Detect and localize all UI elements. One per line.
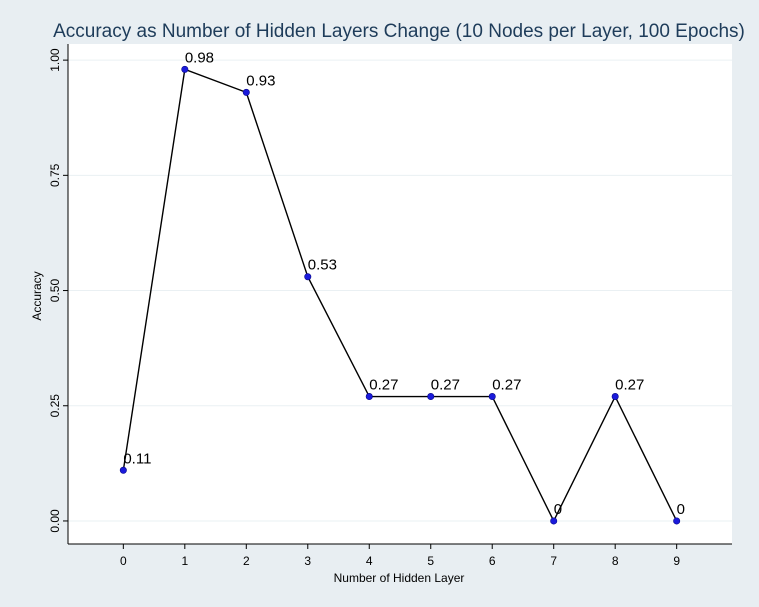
data-label: 0.27 — [431, 377, 460, 394]
data-labels: 0.11 0.98 0.93 0.53 0.27 0.27 0.27 0 0.27 0 — [123, 49, 685, 518]
data-point — [550, 517, 558, 525]
x-tick-label: 5 — [427, 554, 434, 568]
x-tick-label: 6 — [489, 554, 496, 568]
x-tick-label: 0 — [120, 554, 127, 568]
data-point — [365, 393, 373, 401]
y-tick-label: 0.50 — [48, 279, 62, 303]
data-point — [242, 88, 250, 96]
x-axis-title: Number of Hidden Layer — [334, 571, 465, 585]
x-tick-label: 8 — [612, 554, 619, 568]
chart-title: Accuracy as Number of Hidden Layers Chan… — [53, 21, 745, 42]
grid-lines — [68, 59, 732, 522]
data-label: 0.93 — [246, 72, 275, 89]
data-label: 0.27 — [615, 377, 644, 394]
x-tick-label: 1 — [181, 554, 188, 568]
x-tick-label: 9 — [673, 554, 680, 568]
data-label: 0.27 — [369, 377, 398, 394]
y-axis-title: Accuracy — [30, 271, 44, 320]
series-line-layer — [122, 68, 678, 523]
data-label: 0.27 — [492, 377, 521, 394]
data-label: 0 — [677, 501, 685, 518]
axes: 0.00 0.25 0.50 0.75 1.00 0 1 2 3 4 5 6 7 8 9 — [48, 44, 732, 568]
data-point — [488, 393, 496, 401]
data-label: 0.11 — [123, 450, 151, 467]
data-label: 0.98 — [185, 49, 214, 66]
series-line — [122, 68, 678, 523]
data-point — [427, 393, 435, 401]
data-point — [611, 393, 619, 401]
data-point — [673, 517, 681, 525]
data-label: 0 — [554, 501, 562, 518]
x-tick-label: 2 — [243, 554, 250, 568]
plot-area — [68, 44, 732, 544]
y-tick-label: 0.00 — [48, 509, 62, 533]
data-points — [119, 65, 681, 525]
x-tick-label: 4 — [366, 554, 373, 568]
y-tick-label: 1.00 — [48, 48, 62, 72]
y-tick-label: 0.75 — [48, 163, 62, 187]
data-point — [181, 65, 189, 73]
data-point — [119, 466, 127, 474]
x-tick-label: 7 — [550, 554, 557, 568]
data-label: 0.53 — [308, 257, 337, 274]
data-point — [304, 273, 312, 281]
y-tick-label: 0.25 — [48, 394, 62, 418]
x-tick-label: 3 — [304, 554, 311, 568]
